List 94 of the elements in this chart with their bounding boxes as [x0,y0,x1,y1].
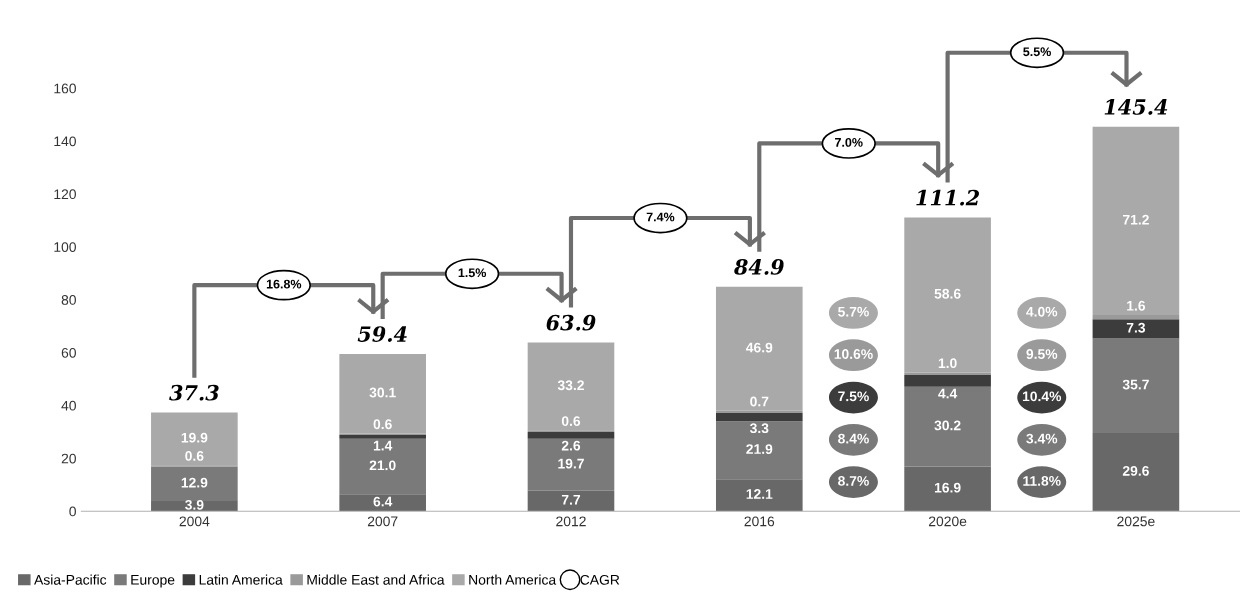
annotation: 10.4% [1022,391,1062,402]
data-label: 29.6 [1122,465,1149,476]
legend-label: North America [469,574,557,585]
bar [527,438,615,491]
bar [904,217,991,373]
total-label: 84.9 [734,259,784,275]
data-label: 19.9 [181,432,208,443]
bar [339,438,426,495]
y-tick-label: 100 [54,242,76,252]
x-tick-label: 2020e [928,516,967,527]
bar [715,479,803,512]
total-label: 63.9 [546,314,596,331]
data-label: 46.9 [745,342,773,353]
y-tick-label: 40 [61,400,76,411]
data-label: 7.3 [1126,322,1146,333]
y-tick-label: 20 [61,453,76,464]
annotation: 1.5% [458,268,487,278]
bar [1092,432,1180,512]
data-label: 4.4 [938,388,958,399]
legend-label: Latin America [199,574,283,585]
total-label: 37.3 [169,384,219,401]
bar [527,431,615,439]
y-tick-label: 80 [61,295,76,305]
total-label: 145.4 [1104,99,1168,115]
annotation: 7.4% [646,212,675,222]
bar [1092,315,1180,320]
legend-label: Middle East and Africa [307,574,445,585]
x-tick-label: 2004 [179,516,210,527]
data-label: 2.6 [561,440,581,451]
bar [339,494,426,512]
x-tick-label: 2025e [1117,516,1155,527]
annotation: 7.0% [835,137,863,147]
data-label: 6.4 [373,496,393,507]
data-label: 0.6 [185,451,204,461]
data-label: 0.6 [373,419,392,430]
annotation: 9.5% [1026,349,1058,359]
y-tick-label: 0 [69,506,76,517]
data-label: 7.7 [561,495,581,505]
annotation: 8.4% [838,433,869,444]
y-tick-label: 120 [54,189,76,200]
x-tick-label: 2016 [744,516,775,527]
data-label: 30.1 [369,387,396,398]
bar [1092,319,1180,339]
data-label: 12.9 [181,477,208,488]
bar [904,466,991,512]
data-label: 0.6 [561,416,581,426]
annotation: 10.6% [834,349,873,359]
y-tick-label: 160 [54,83,76,94]
bar [715,412,803,422]
data-label: 1.6 [1127,300,1146,311]
annotation: 11.8% [1023,476,1061,486]
x-tick-label: 2012 [556,516,586,527]
bar [1092,338,1180,433]
total-label: 111.2 [916,189,980,206]
y-tick-label: 60 [61,347,76,358]
bar [1092,126,1180,316]
data-label: 19.7 [558,458,584,469]
bar [904,386,991,467]
annotation: 7.5% [838,391,869,402]
data-label: 21.9 [746,444,773,454]
bar [904,375,991,387]
data-label: 3.3 [749,423,769,434]
bar [151,412,238,466]
data-label: 12.1 [746,489,773,499]
total-label: 59.4 [357,326,407,342]
bar [715,286,803,411]
legend-label: Asia-Pacific [34,574,107,585]
x-tick-label: 2007 [367,516,398,527]
data-label: 0.7 [750,396,769,407]
text: 5.5% [1023,47,1051,57]
bar [151,466,238,501]
bar [527,342,615,431]
annotation: 3.4% [1026,433,1058,444]
data-label: 3.9 [185,499,204,510]
y-tick-label: 140 [54,136,76,147]
data-label: 58.6 [934,288,961,299]
bar [904,372,991,376]
bar [715,421,803,480]
annotation: 4.0% [1026,306,1058,317]
annotation: 5.7% [838,306,869,317]
data-label: 16.9 [934,482,961,493]
annotation: 8.7% [838,476,869,486]
annotation: 16.8% [266,279,302,289]
data-label: 1.4 [373,440,393,451]
data-label: 33.2 [557,380,584,391]
data-label: 1.0 [938,358,957,369]
bar [527,490,615,512]
data-label: 21.0 [369,460,396,471]
text: CAGR [580,574,620,585]
data-label: 71.2 [1122,214,1149,225]
bar [339,353,426,434]
data-label: 35.7 [1122,379,1149,390]
data-label: 30.2 [934,420,961,431]
legend-label: Europe [131,575,175,588]
